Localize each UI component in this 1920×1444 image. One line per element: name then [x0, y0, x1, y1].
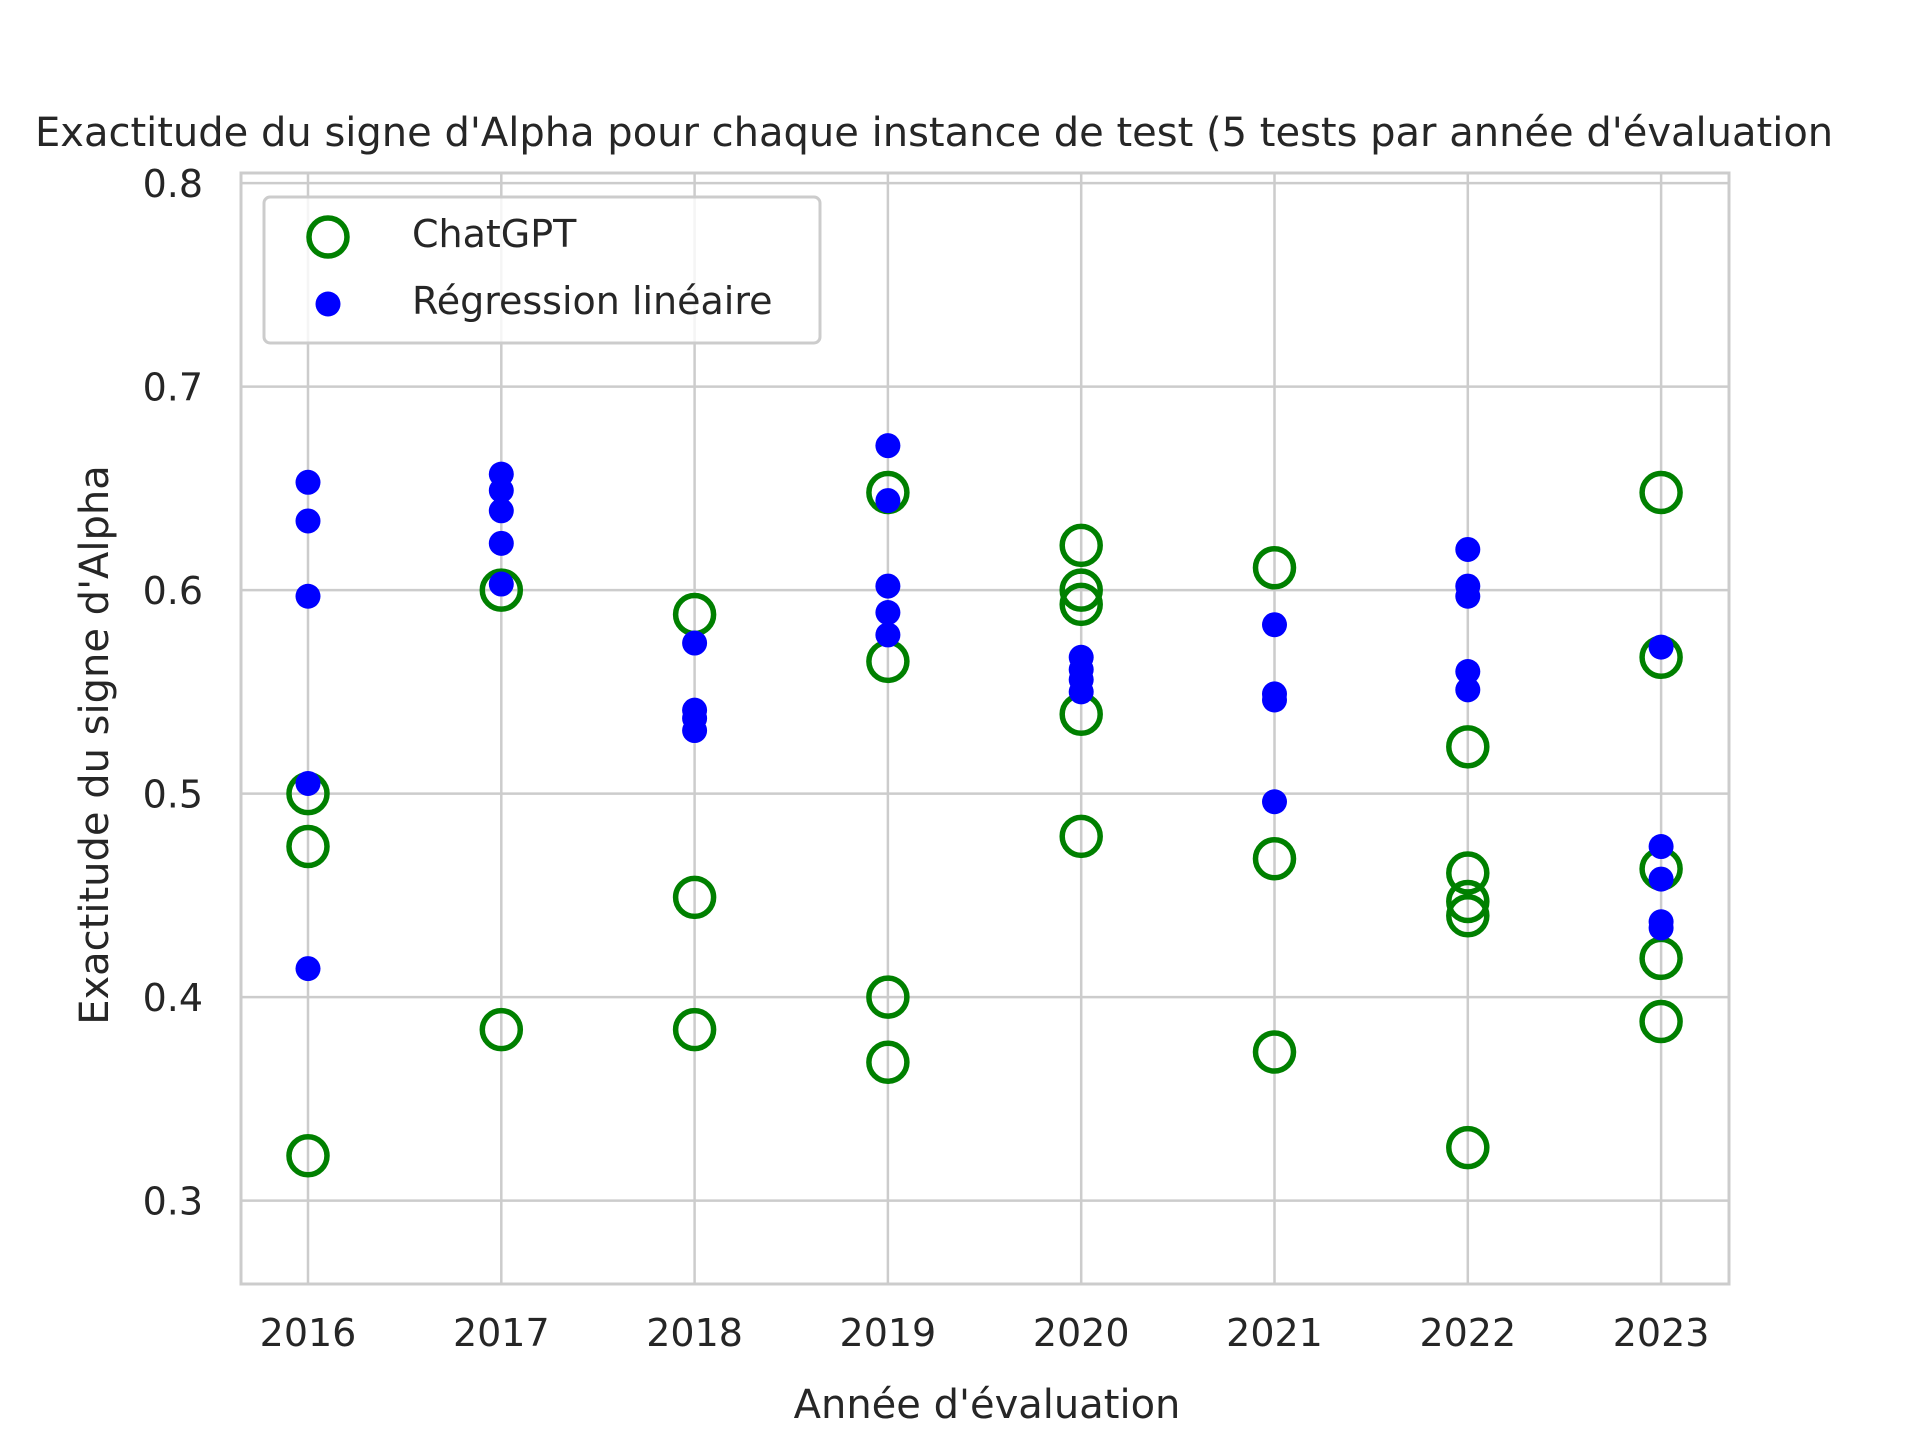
- x-tick-label: 2022: [1419, 1311, 1516, 1355]
- y-tick-label: 0.6: [143, 569, 203, 613]
- regression-point: [488, 498, 514, 524]
- regression-point: [1455, 659, 1481, 685]
- chatgpt-point: [1639, 470, 1683, 515]
- chatgpt-point: [479, 1007, 524, 1052]
- legend: ChatGPT Régression linéaire: [262, 195, 822, 345]
- regression-point: [1455, 536, 1481, 562]
- regression-point: [1455, 677, 1481, 703]
- chatgpt-point: [1639, 999, 1683, 1044]
- plot-frame: [239, 171, 1731, 1286]
- y-tick-labels: 0.3 0.4 0.5 0.6 0.7 0.8: [143, 162, 203, 1223]
- legend-marker-regression: [315, 291, 341, 317]
- x-tick-label: 2019: [840, 1311, 937, 1355]
- chatgpt-point: [1446, 893, 1490, 938]
- y-tick-label: 0.3: [143, 1180, 203, 1224]
- legend-box: [262, 195, 822, 345]
- chatgpt-point: [672, 1007, 717, 1052]
- regression-point: [875, 573, 901, 599]
- chatgpt-point: [866, 975, 910, 1019]
- x-axis-label: Année d'évaluation: [794, 1382, 1181, 1428]
- regression-point: [295, 469, 321, 495]
- chatgpt-point: [1059, 568, 1103, 612]
- regression-point: [488, 571, 514, 597]
- regression-point: [1648, 634, 1674, 660]
- regression-point: [1262, 789, 1287, 815]
- regression-point: [1648, 915, 1674, 941]
- regression-point: [875, 433, 901, 459]
- regression-point: [1262, 612, 1287, 638]
- regression-point: [295, 770, 321, 796]
- regression-point: [682, 630, 708, 656]
- chart-title: Exactitude du signe d'Alpha pour chaque …: [35, 110, 1833, 156]
- plot-area-border: [239, 171, 1731, 1286]
- y-tick-label: 0.4: [143, 976, 203, 1020]
- legend-marker-chatgpt: [306, 215, 350, 259]
- legend-label-regression: Régression linéaire: [412, 279, 773, 323]
- chatgpt-point: [1252, 1030, 1297, 1074]
- legend-label-chatgpt: ChatGPT: [412, 212, 577, 256]
- chatgpt-point: [1446, 1125, 1490, 1170]
- chatgpt-point: [1059, 523, 1103, 568]
- y-tick-label: 0.7: [143, 366, 203, 410]
- regression-point: [295, 508, 321, 534]
- x-tick-label: 2023: [1613, 1311, 1710, 1355]
- regression-point: [875, 622, 901, 648]
- chatgpt-point: [1446, 725, 1490, 769]
- chatgpt-point: [1446, 851, 1490, 895]
- chatgpt-point: [479, 568, 524, 612]
- chatgpt-point: [1059, 582, 1103, 627]
- x-tick-label: 2021: [1226, 1311, 1323, 1355]
- x-tick-label: 2018: [646, 1311, 743, 1355]
- chatgpt-point: [866, 1040, 910, 1084]
- chatgpt-point: [286, 1134, 330, 1178]
- regression-point: [1068, 679, 1094, 705]
- y-tick-label: 0.5: [143, 773, 203, 817]
- regression-point: [1648, 866, 1674, 892]
- chatgpt-point: [1446, 879, 1490, 924]
- chatgpt-point: [1252, 836, 1297, 881]
- y-tick-label: 0.8: [143, 162, 203, 206]
- regression-point: [1648, 834, 1674, 860]
- chatgpt-point: [672, 875, 717, 920]
- y-axis-label: Exactitude du signe d'Alpha: [72, 465, 118, 1025]
- chatgpt-point: [1252, 546, 1297, 590]
- regression-point: [682, 718, 708, 744]
- regression-point: [875, 600, 901, 626]
- chatgpt-point: [286, 824, 330, 869]
- regression-point: [488, 477, 514, 503]
- regression-point: [295, 583, 321, 609]
- regression-point: [1455, 583, 1481, 609]
- chatgpt-point: [1059, 814, 1103, 859]
- x-tick-labels: 2016 2017 2018 2019 2020 2021 2022 2023: [260, 1311, 1710, 1355]
- regression-point: [488, 530, 514, 556]
- regression-point: [1262, 687, 1287, 713]
- data-points: [286, 433, 1683, 1178]
- x-tick-label: 2017: [453, 1311, 550, 1355]
- regression-point: [875, 488, 901, 514]
- x-tick-label: 2016: [260, 1311, 357, 1355]
- x-tick-label: 2020: [1033, 1311, 1130, 1355]
- regression-point: [295, 956, 321, 982]
